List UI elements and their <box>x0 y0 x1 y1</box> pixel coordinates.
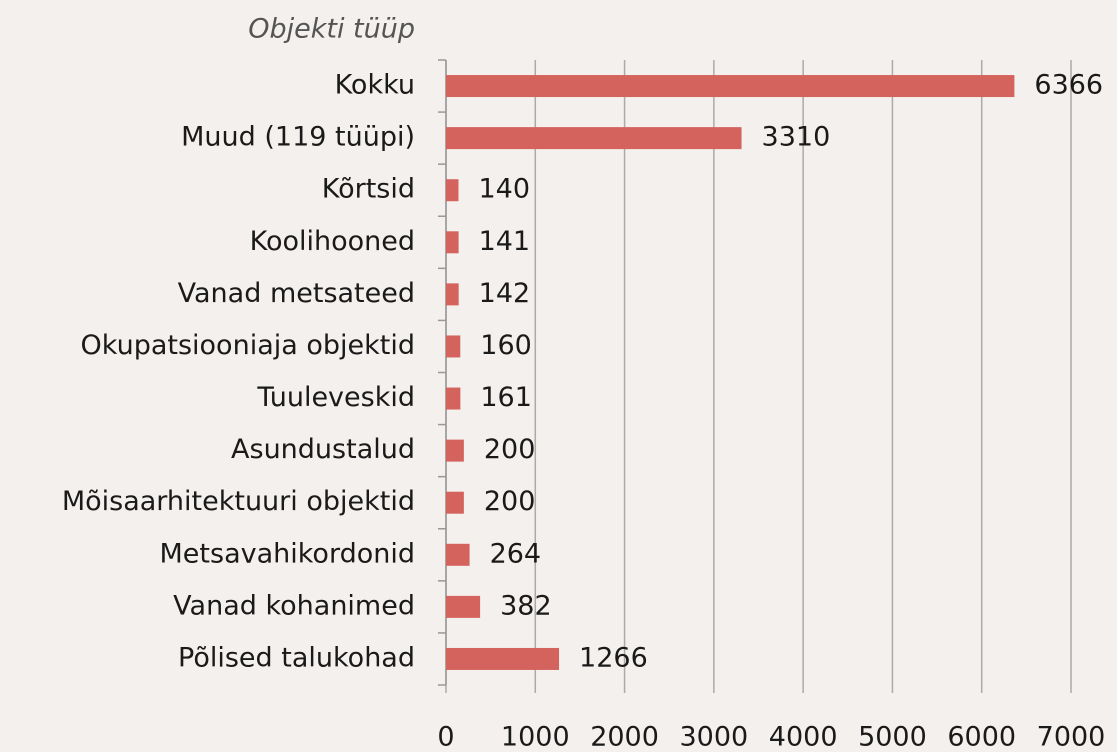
y-tick-label: Tuuleveskid <box>256 382 415 413</box>
x-tick-label: 4000 <box>769 722 838 752</box>
y-tick-label: Vanad kohanimed <box>173 590 415 621</box>
bar <box>446 387 461 410</box>
y-tick-label: Asundustalud <box>231 434 415 465</box>
value-label: 200 <box>484 486 536 517</box>
bar <box>446 283 459 306</box>
y-tick-label: Kokku <box>335 70 415 101</box>
x-tick-label: 1000 <box>501 722 570 752</box>
value-label: 140 <box>479 174 531 205</box>
y-tick-label: Koolihooned <box>250 226 415 257</box>
bar <box>446 595 481 618</box>
y-tick-label: Metsavahikordonid <box>160 538 415 569</box>
bar <box>446 647 560 670</box>
value-label: 3310 <box>762 122 831 153</box>
value-label: 264 <box>490 538 542 569</box>
bar <box>446 439 464 462</box>
x-tick-label: 3000 <box>679 722 748 752</box>
value-label: 161 <box>480 382 532 413</box>
value-label: 160 <box>480 330 532 361</box>
value-label: 6366 <box>1034 70 1103 101</box>
x-tick-label: 6000 <box>947 722 1016 752</box>
x-tick-label: 5000 <box>858 722 927 752</box>
x-tick-label: 0 <box>437 722 454 752</box>
y-tick-label: Põlised talukohad <box>178 642 415 673</box>
bar <box>446 231 459 254</box>
y-tick-label: Okupatsiooniaja objektid <box>81 330 415 361</box>
value-label: 200 <box>484 434 536 465</box>
bar <box>446 127 742 150</box>
x-tick-label: 2000 <box>590 722 659 752</box>
value-label: 382 <box>500 590 552 621</box>
value-label: 142 <box>479 278 531 309</box>
bar <box>446 335 461 358</box>
bar <box>446 75 1015 98</box>
y-tick-label: Vanad metsateed <box>178 278 415 309</box>
axis-title: Objekti tüüp <box>248 14 415 45</box>
y-tick-label: Kõrtsid <box>322 174 415 205</box>
y-tick-label: Muud (119 tüüpi) <box>181 122 415 153</box>
y-tick-label: Mõisaarhitektuuri objektid <box>62 486 415 517</box>
bar <box>446 179 459 202</box>
value-label: 141 <box>479 226 531 257</box>
value-label: 1266 <box>579 642 648 673</box>
bar <box>446 491 464 514</box>
bar <box>446 543 470 566</box>
x-tick-label: 7000 <box>1037 722 1106 752</box>
